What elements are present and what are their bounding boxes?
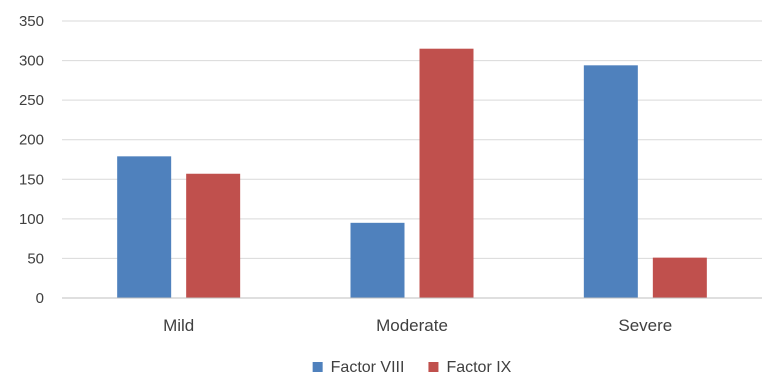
legend-label: Factor VIII	[331, 359, 405, 376]
x-category-label: Severe	[618, 316, 672, 335]
legend-swatch	[312, 362, 323, 372]
legend-swatch	[428, 362, 439, 372]
x-category-label: Mild	[163, 316, 194, 335]
bar-factor-viii-mild	[117, 156, 172, 298]
legend-item: Factor VIII	[312, 359, 405, 376]
bar-factor-viii-severe	[583, 65, 638, 298]
bar-factor-viii-moderate	[350, 222, 405, 298]
y-tick-label: 250	[19, 92, 44, 109]
y-tick-label: 150	[19, 171, 44, 188]
bar-factor-ix-mild	[186, 173, 241, 298]
legend: Factor VIII Factor IX	[312, 359, 512, 376]
bars	[117, 48, 707, 299]
y-tick-label: 200	[19, 132, 44, 149]
bar-factor-ix-severe	[652, 257, 707, 298]
y-tick-label: 100	[19, 211, 44, 228]
bar-factor-ix-moderate	[419, 48, 474, 299]
x-axis: Mild Moderate Severe	[62, 297, 762, 335]
y-tick-label: 0	[36, 290, 44, 307]
y-tick-label: 50	[27, 250, 44, 267]
legend-label: Factor IX	[446, 359, 511, 376]
y-tick-label: 300	[19, 53, 44, 70]
gridlines	[62, 20, 762, 259]
x-category-label: Moderate	[376, 316, 448, 335]
y-axis-tick-labels: 0 50 100 150 200 250 300 350	[19, 13, 44, 307]
y-tick-label: 350	[19, 13, 44, 30]
legend-item: Factor IX	[428, 359, 512, 376]
